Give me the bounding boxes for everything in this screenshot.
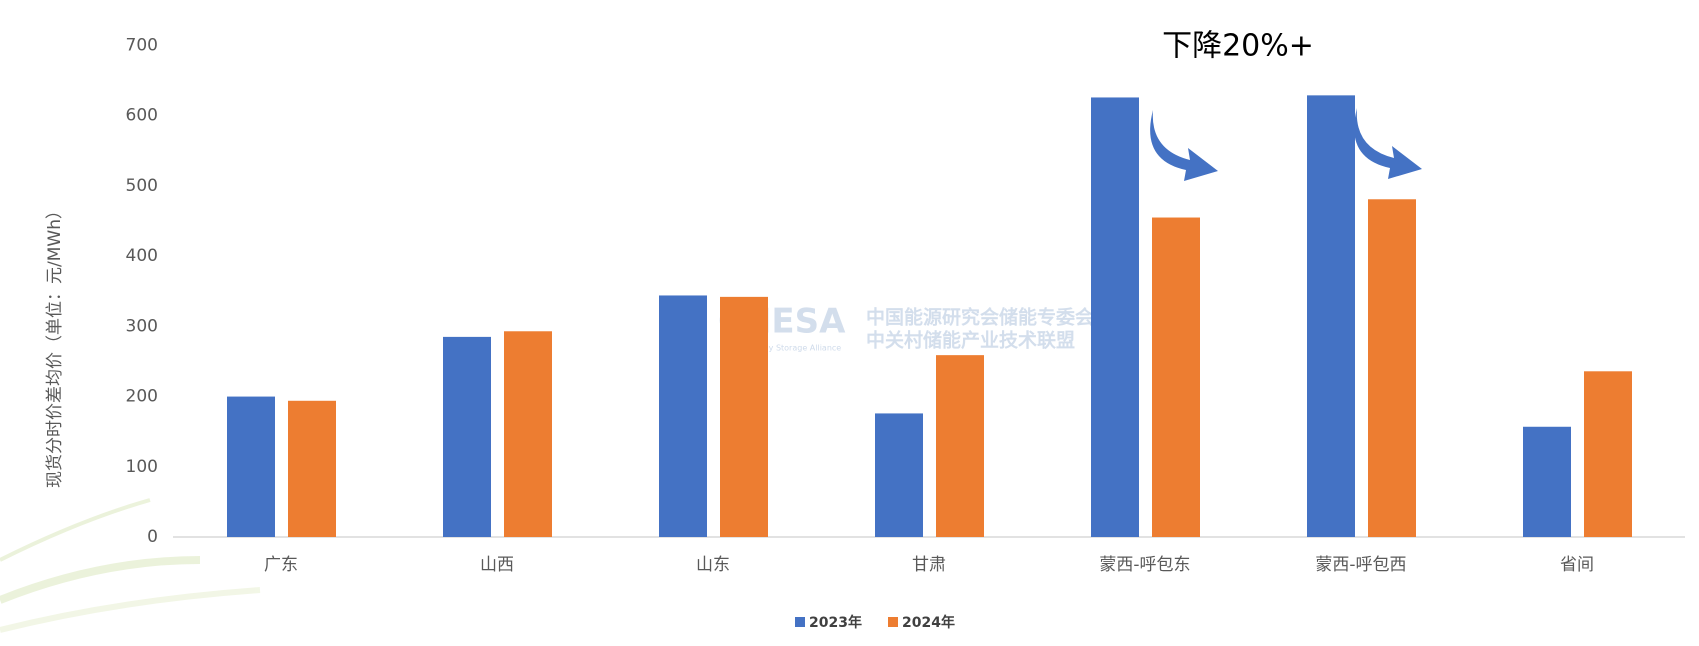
bar: [1368, 199, 1416, 537]
legend-label: 2023年: [809, 614, 862, 631]
watermark: CNESA China Energy Storage Alliance 中国能源…: [718, 302, 1094, 353]
y-tick-label: 600: [126, 106, 158, 126]
bar: [1307, 95, 1355, 537]
x-tick-label: 山西: [480, 555, 514, 575]
y-tick-label: 700: [126, 36, 158, 56]
watermark-line1: 中国能源研究会储能专委会: [866, 306, 1094, 329]
y-tick-label: 400: [126, 246, 158, 266]
bar: [288, 400, 336, 537]
x-tick-label: 山东: [696, 555, 730, 575]
legend-label: 2024年: [902, 614, 955, 631]
bar: [443, 336, 491, 537]
x-tick-label: 蒙西-呼包东: [1099, 555, 1190, 575]
legend-swatch: [795, 617, 805, 627]
x-tick-label: 蒙西-呼包西: [1315, 555, 1406, 575]
y-axis-label: 现货分时价差均价（单位：元/MWh）: [45, 202, 65, 488]
legend-swatch: [888, 617, 898, 627]
x-tick-label: 广东: [264, 555, 298, 575]
watermark-line2: 中关村储能产业技术联盟: [866, 329, 1075, 352]
annotation: 下降20%+: [1162, 29, 1314, 64]
y-tick-label: 300: [126, 316, 158, 336]
y-tick-label: 0: [147, 527, 158, 547]
y-tick-label: 100: [126, 457, 158, 477]
bar: [1152, 217, 1200, 537]
bar: [1091, 97, 1139, 538]
x-tick-label: 省间: [1560, 555, 1594, 575]
bar: [720, 296, 768, 537]
bar: [659, 295, 707, 537]
bar: [227, 396, 275, 537]
y-tick-label: 200: [126, 387, 158, 407]
y-tick-label: 500: [126, 176, 158, 196]
decoration: [0, 498, 261, 633]
watermark-tagline: China Energy Storage Alliance: [720, 344, 841, 353]
x-tick-label: 甘肃: [912, 555, 946, 575]
bar: [504, 331, 552, 537]
bar: [936, 355, 984, 537]
bar: [1584, 371, 1632, 537]
bar: [1523, 426, 1571, 537]
arrows: [1150, 108, 1422, 181]
bar: [875, 413, 923, 537]
